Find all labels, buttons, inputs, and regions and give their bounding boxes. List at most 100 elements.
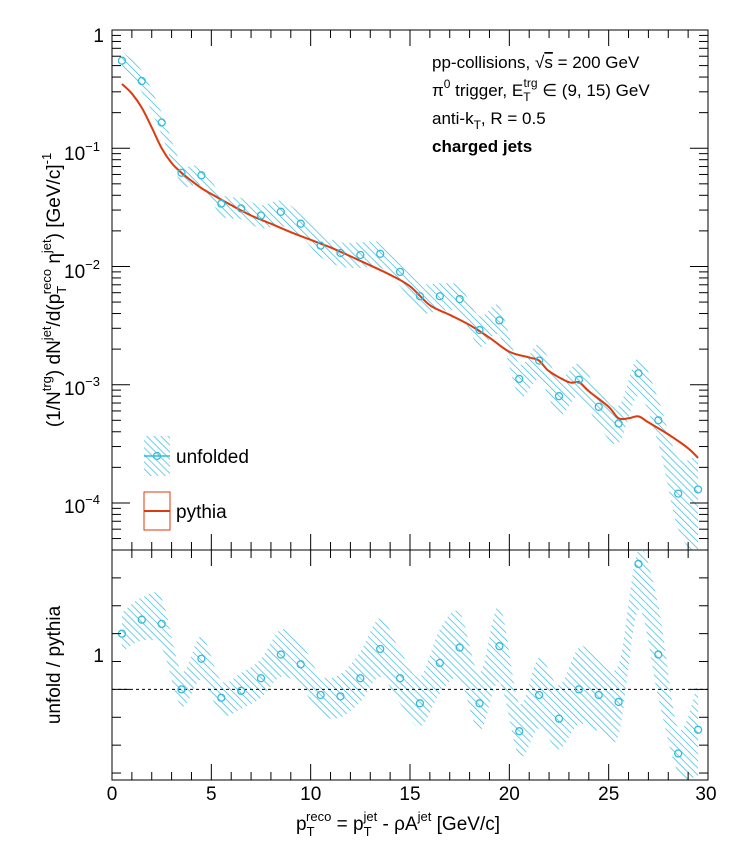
ratio-point [256, 674, 266, 683]
unfolded-point [217, 199, 226, 208]
legend-pythia-label: pythia [176, 502, 227, 523]
ratio-point [654, 650, 663, 659]
unfolded-point [435, 292, 444, 301]
unfolded-point [594, 402, 603, 411]
unfolded-point [276, 207, 286, 216]
unfolded-point [634, 369, 643, 378]
unfolded-point [554, 392, 564, 401]
legend-unfolded-label: unfolded [176, 447, 249, 468]
ratio-point [336, 692, 345, 701]
unfolded-point [693, 485, 703, 494]
unfolded-point [376, 249, 385, 258]
top-x-ticks [111, 30, 709, 550]
legend-unfolded-marker [152, 451, 162, 461]
xtick-label-20: 20 [499, 784, 520, 805]
ratio-point [217, 693, 226, 702]
annotation-trigger: π0 trigger, ETtrg ∈ (9, 15) GeV [432, 76, 650, 104]
ytick-label-1: 1 [93, 26, 104, 47]
unfolded-point [336, 248, 345, 258]
top-panel: 1 10−1 10−2 10−3 10−4 (1/Ntrg) dNjet/d(p… [39, 26, 709, 551]
x-axis-title: pTreco = pTjet - ρAjet [GeV/c] [296, 809, 500, 839]
xtick-label-0: 0 [107, 784, 118, 805]
ratio-uncertainty-band [121, 550, 699, 780]
unfolded-point [515, 374, 524, 384]
ratio-point [554, 714, 564, 723]
bottom-y-axis-title: unfold / pythia [44, 605, 65, 724]
ytick-label-1e-1: 10−1 [64, 139, 100, 165]
ratio-point [356, 674, 365, 683]
ratio-point [197, 654, 206, 663]
unfolded-point [614, 419, 623, 428]
unfolded-point [654, 416, 663, 425]
annotation-jet-algorithm: anti-kT, R = 0.5 [432, 109, 546, 132]
xtick-label-15: 15 [399, 784, 420, 805]
xtick-label-30: 30 [695, 784, 716, 805]
unfolded-band-area [121, 51, 699, 550]
unfolded-point [316, 241, 325, 250]
legend: unfolded pythia [143, 436, 249, 531]
unfolded-point [415, 292, 425, 301]
unfolded-point [236, 204, 246, 213]
ytick-label-1e-3: 10−3 [64, 374, 100, 400]
unfolded-point [117, 56, 127, 65]
top-y-ticks [112, 29, 708, 551]
ytick-label-1e-2: 10−2 [64, 257, 100, 283]
legend-entry-pythia: pythia [143, 491, 227, 531]
ratio-point [376, 644, 385, 654]
xtick-label-10: 10 [300, 784, 321, 805]
ratio-point [316, 690, 325, 700]
legend-entry-unfolded: unfolded [144, 436, 249, 476]
ratio-point [594, 690, 603, 700]
ratio-point [296, 660, 305, 669]
ratio-ytick-label-1: 1 [93, 646, 104, 667]
ratio-point [574, 685, 584, 694]
ratio-point [236, 686, 246, 695]
ratio-point [634, 559, 643, 569]
ratio-point [415, 699, 425, 708]
unfolded-point [137, 76, 146, 86]
ratio-point [435, 658, 444, 668]
annotation-collisions: pp-collisions, √s = 200 GeV [432, 53, 640, 72]
ratio-point [475, 699, 484, 708]
unfolded-point [177, 168, 186, 177]
ratio-point [157, 619, 166, 629]
ratio-point [495, 642, 504, 651]
unfolded-point [256, 211, 266, 220]
unfolded-point [475, 325, 484, 335]
ratio-point [674, 749, 683, 758]
annotation-charged-jets: charged jets [432, 137, 532, 156]
unfolded-point [495, 316, 504, 325]
unfolded-point [296, 219, 305, 228]
ratio-band-area [121, 550, 699, 780]
ratio-point [693, 725, 703, 734]
unfolded-point [534, 356, 544, 365]
xtick-label-5: 5 [206, 784, 217, 805]
unfolded-point [574, 375, 584, 384]
unfolded-point [455, 294, 464, 304]
bottom-y-ticks [112, 549, 708, 774]
unfolded-uncertainty-band [121, 51, 699, 550]
top-y-axis-title: (1/Ntrg) dNjet/d(pTreco ηjet) [GeV/c]-1 [39, 153, 69, 427]
ytick-label-1e-4: 10−4 [64, 492, 100, 518]
unfolded-points-group [117, 56, 703, 498]
ratio-point [177, 685, 186, 694]
ratio-points-group [117, 559, 703, 758]
ratio-point [455, 643, 464, 652]
ratio-point [614, 697, 623, 707]
ratio-point [276, 650, 286, 659]
pythia-curve-group [121, 83, 699, 459]
unfolded-point [674, 489, 683, 498]
xtick-label-25: 25 [598, 784, 619, 805]
ratio-point [534, 690, 544, 700]
unfolded-point [157, 118, 166, 127]
bottom-panel: 1 0 5 10 15 20 25 30 pTreco = pTjet - ρA… [44, 549, 717, 839]
ratio-point [515, 727, 524, 736]
ratio-point [395, 674, 405, 683]
unfolded-point [356, 250, 365, 260]
bottom-x-ticks [111, 550, 709, 780]
pythia-curve [121, 83, 699, 459]
unfolded-point [395, 267, 405, 277]
unfolded-point [197, 171, 206, 180]
ratio-point [137, 615, 146, 624]
